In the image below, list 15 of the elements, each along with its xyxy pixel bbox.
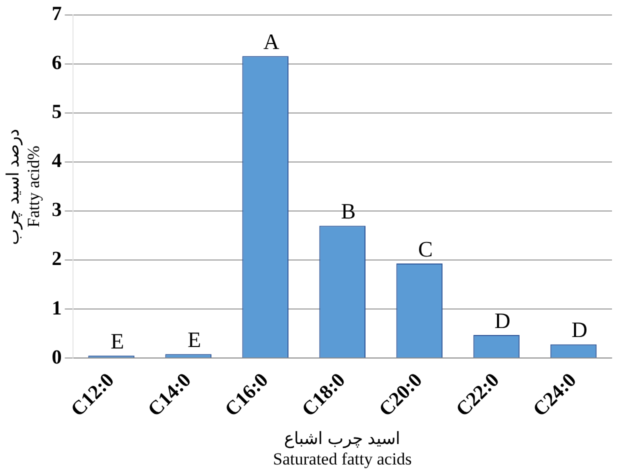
annotation: E [110,328,124,354]
annotation: B [341,198,356,224]
annotation: D [572,317,588,342]
y-tick-label: 6 [52,52,62,74]
y-tick-label: 4 [52,150,62,172]
annotation: C [418,236,433,262]
y-tick-label: 1 [52,297,62,320]
annotation: A [263,28,280,54]
y-tick-label: 5 [52,101,62,124]
annotation: D [494,308,510,333]
y-tick-label: 0 [52,346,62,368]
annotation: E [188,326,202,352]
y-tick-label: 2 [52,248,62,270]
y-tick-label: 7 [52,3,62,26]
y-tick-label: 3 [52,199,62,222]
